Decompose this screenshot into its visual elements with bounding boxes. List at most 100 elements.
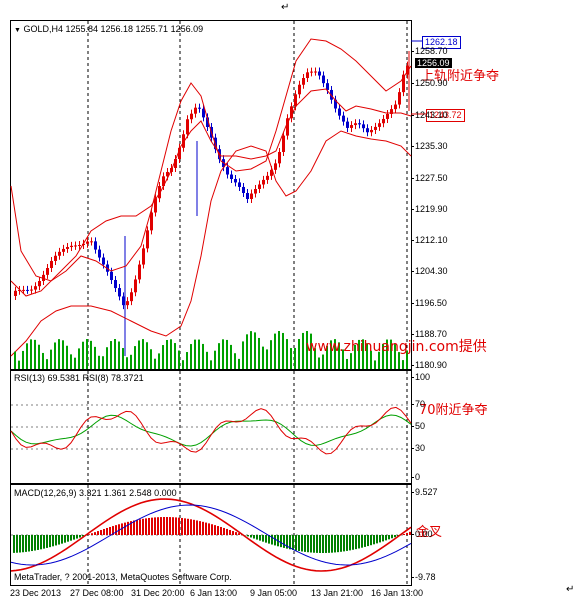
macd-histogram-bar <box>73 535 75 540</box>
macd-histogram-bar <box>385 535 387 541</box>
price-chart-pane[interactable]: ▼ GOLD,H4 1255.84 1256.18 1255.71 1256.0… <box>10 20 499 370</box>
macd-histogram-bar <box>19 535 21 553</box>
volume-bar <box>286 339 288 369</box>
macd-histogram-bar <box>139 519 141 535</box>
candle-body <box>54 255 57 261</box>
candle-body <box>30 289 33 291</box>
price-tick: 1204.30 <box>411 266 448 276</box>
rsi-tick: 30 <box>410 443 426 453</box>
macd-histogram-bar <box>319 535 321 553</box>
candle-body <box>130 292 133 302</box>
rsi-tick: 50 <box>410 421 426 431</box>
macd-histogram-bar <box>268 535 270 544</box>
macd-histogram-bar <box>136 519 138 535</box>
macd-histogram-bar <box>160 517 162 535</box>
macd-histogram-bar <box>352 535 354 550</box>
volume-bar <box>258 337 260 369</box>
volume-bar <box>306 331 308 369</box>
candle-body <box>182 134 185 148</box>
time-label: 27 Dec 08:00 <box>70 588 124 598</box>
rsi-tick: 100 <box>410 372 431 382</box>
rsi-pane[interactable]: RSI(13) 69.5381 RSI(8) 78.3721 70附近争夺 <box>10 370 488 484</box>
macd-histogram-bar <box>58 535 60 545</box>
candle-body <box>110 271 113 281</box>
volume-bar <box>270 340 272 369</box>
candle-body <box>246 192 249 200</box>
candle-body <box>46 268 49 275</box>
candle-body <box>338 108 341 116</box>
macd-histogram-bar <box>313 535 315 553</box>
macd-histogram-bar <box>292 535 294 550</box>
macd-histogram-bar <box>340 535 342 552</box>
candle-body <box>302 78 305 85</box>
volume-bar <box>30 339 32 369</box>
candle-body <box>398 92 401 105</box>
macd-histogram-bar <box>13 535 15 553</box>
macd-histogram-bar <box>388 535 390 540</box>
volume-bar <box>294 347 296 369</box>
candle-body <box>42 274 45 282</box>
macd-histogram-bar <box>88 534 90 535</box>
volume-bar <box>110 341 112 369</box>
macd-axis: 9.527 0.00 -9.78 <box>411 484 586 584</box>
macd-histogram-bar <box>178 517 180 535</box>
macd-histogram-bar <box>367 535 369 547</box>
candle-body <box>138 264 141 280</box>
price-tick: 1180.90 <box>411 360 447 370</box>
macd-histogram-bar <box>79 535 81 538</box>
candle-body <box>158 186 161 199</box>
candle-body <box>102 257 105 265</box>
macd-histogram-bar <box>142 518 144 535</box>
candle-body <box>242 186 245 193</box>
candle-body <box>22 289 25 291</box>
macd-histogram-bar <box>217 526 219 535</box>
macd-histogram-bar <box>349 535 351 551</box>
volume-bar <box>278 331 280 369</box>
candle-body <box>266 175 269 180</box>
chart-menu-arrow-icon[interactable]: ▼ <box>14 27 21 34</box>
macd-pane[interactable]: MACD(12,26,9) 3.321 1.361 2.548 0.000 金叉… <box>10 484 442 586</box>
macd-histogram-bar <box>289 535 291 550</box>
macd-histogram-bar <box>97 531 99 535</box>
candle-body <box>406 65 409 75</box>
candle-body <box>78 244 81 246</box>
macd-histogram-bar <box>253 535 255 539</box>
candle-body <box>362 124 365 129</box>
macd-histogram-bar <box>337 535 339 553</box>
volume-bar <box>50 349 52 369</box>
macd-histogram-bar <box>373 535 375 545</box>
macd-histogram-bar <box>76 535 78 539</box>
macd-histogram-bar <box>55 535 57 546</box>
macd-histogram-bar <box>229 529 231 535</box>
volume-bar <box>402 360 404 369</box>
macd-header: MACD(12,26,9) 3.321 1.361 2.548 0.000 <box>14 488 177 498</box>
macd-signal-line <box>10 504 412 566</box>
annotation-rsi: 70附近争夺 <box>419 403 488 418</box>
volume-bar <box>134 346 136 369</box>
candle-body <box>90 241 93 243</box>
macd-histogram-bar <box>409 531 411 535</box>
volume-bar <box>322 354 324 369</box>
macd-histogram-bar <box>109 527 111 535</box>
macd-histogram-bar <box>163 517 165 535</box>
candle-body <box>74 245 77 247</box>
candle-body <box>274 163 277 170</box>
price-tick: 1188.70 <box>411 329 447 339</box>
copyright-text: MetaTrader, ? 2001-2013, MetaQuotes Soft… <box>14 572 232 582</box>
volume-bar <box>254 332 256 369</box>
candle-body <box>62 248 65 252</box>
candle-body <box>50 260 53 269</box>
macd-histogram-bar <box>202 521 204 535</box>
volume-bar <box>318 357 320 369</box>
macd-histogram-bar <box>283 535 285 548</box>
volume-bar <box>106 347 108 369</box>
macd-histogram-bar <box>232 531 234 535</box>
macd-main-line <box>10 498 412 572</box>
candle-body <box>350 125 353 128</box>
macd-histogram-bar <box>211 524 213 535</box>
volume-bar <box>222 339 224 369</box>
volume-bar <box>170 339 172 369</box>
macd-histogram-bar <box>190 519 192 535</box>
macd-histogram-bar <box>52 535 54 547</box>
volume-bar <box>378 351 380 369</box>
